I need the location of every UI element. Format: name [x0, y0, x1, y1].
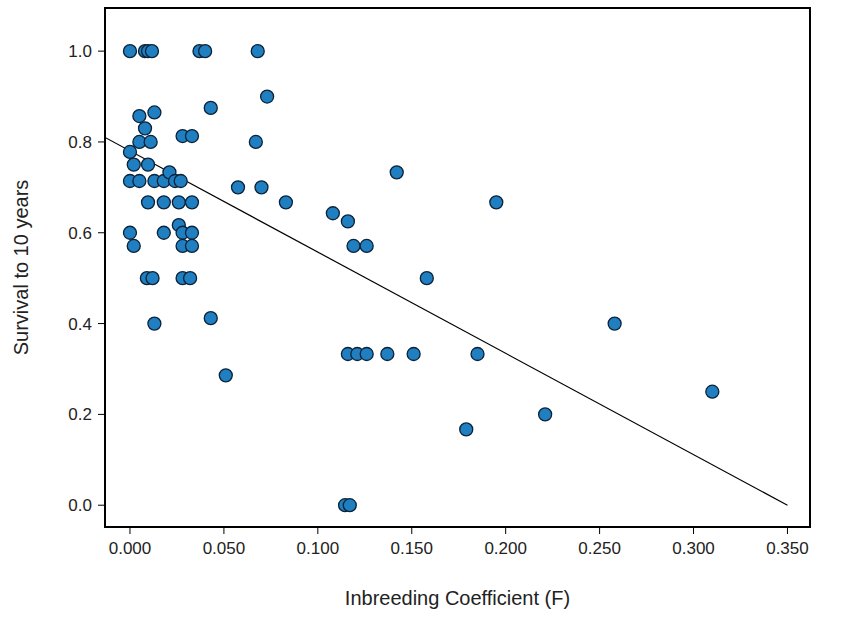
data-point: [360, 239, 373, 252]
data-point: [127, 158, 140, 171]
x-tick-label: 0.300: [672, 539, 715, 558]
y-tick-label: 0.6: [68, 224, 92, 243]
x-tick-label: 0.250: [578, 539, 621, 558]
x-tick: [129, 527, 130, 534]
plot-area: [105, 45, 787, 512]
data-point: [539, 408, 552, 421]
data-point: [123, 226, 136, 239]
data-point: [139, 122, 152, 135]
background: [0, 0, 850, 618]
y-tick-label: 1.0: [68, 42, 92, 61]
data-point: [142, 196, 155, 209]
data-point: [204, 312, 217, 325]
data-point: [279, 196, 292, 209]
data-point: [360, 348, 373, 361]
data-point: [148, 317, 161, 330]
y-tick-label: 0.0: [68, 496, 92, 515]
data-point: [184, 272, 197, 285]
data-point: [261, 90, 274, 103]
x-tick-label: 0.050: [203, 539, 246, 558]
plot-frame: [105, 8, 810, 527]
y-tick: [98, 141, 105, 142]
data-point: [706, 385, 719, 398]
data-point: [123, 145, 136, 158]
data-point: [172, 196, 185, 209]
data-point: [144, 135, 157, 148]
data-point: [157, 226, 170, 239]
chart: 0.000 0.050 0.100 0.150 0.200 0.250 0.300 0.350…: [0, 0, 850, 618]
data-point: [231, 181, 244, 194]
y-tick-label: 0.4: [68, 315, 92, 334]
x-tick: [787, 527, 788, 534]
data-point: [157, 196, 170, 209]
data-point: [146, 272, 159, 285]
y-tick-label: 0.2: [68, 405, 92, 424]
x-tick-label: 0.150: [390, 539, 433, 558]
data-point: [249, 135, 262, 148]
x-tick: [223, 527, 224, 534]
data-point: [407, 348, 420, 361]
data-point: [123, 45, 136, 58]
data-point: [174, 175, 187, 188]
x-tick: [693, 527, 694, 534]
data-point: [608, 317, 621, 330]
y-tick: [98, 51, 105, 52]
data-point: [381, 348, 394, 361]
data-point: [343, 499, 356, 512]
data-point: [390, 166, 403, 179]
x-tick: [599, 527, 600, 534]
data-point: [460, 423, 473, 436]
data-point: [127, 239, 140, 252]
y-tick-label: 0.8: [68, 133, 92, 152]
y-tick: [98, 414, 105, 415]
data-point: [490, 196, 503, 209]
y-tick: [98, 232, 105, 233]
data-point: [185, 239, 198, 252]
data-point: [471, 348, 484, 361]
x-tick-label: 0.200: [484, 539, 527, 558]
data-point: [199, 45, 212, 58]
data-point: [204, 101, 217, 114]
x-tick: [411, 527, 412, 534]
data-point: [341, 215, 354, 228]
y-tick: [98, 505, 105, 506]
y-axis-label: Survival to 10 years: [10, 180, 32, 356]
y-tick: [98, 323, 105, 324]
data-point: [326, 207, 339, 220]
data-point: [145, 45, 158, 58]
data-point: [133, 110, 146, 123]
data-point: [255, 181, 268, 194]
data-point: [251, 45, 264, 58]
x-tick-label: 0.100: [297, 539, 340, 558]
data-point: [148, 106, 161, 119]
x-tick-label: 0.350: [766, 539, 809, 558]
data-point: [185, 196, 198, 209]
data-point: [142, 158, 155, 171]
x-tick-label: 0.000: [109, 539, 152, 558]
x-tick: [505, 527, 506, 534]
data-point: [133, 175, 146, 188]
x-axis-label: Inbreeding Coefficient (F): [345, 587, 570, 609]
data-point: [185, 226, 198, 239]
data-point: [420, 272, 433, 285]
data-point: [185, 130, 198, 143]
trend-line: [105, 137, 787, 505]
x-tick: [317, 527, 318, 534]
data-point: [219, 369, 232, 382]
data-point: [347, 239, 360, 252]
